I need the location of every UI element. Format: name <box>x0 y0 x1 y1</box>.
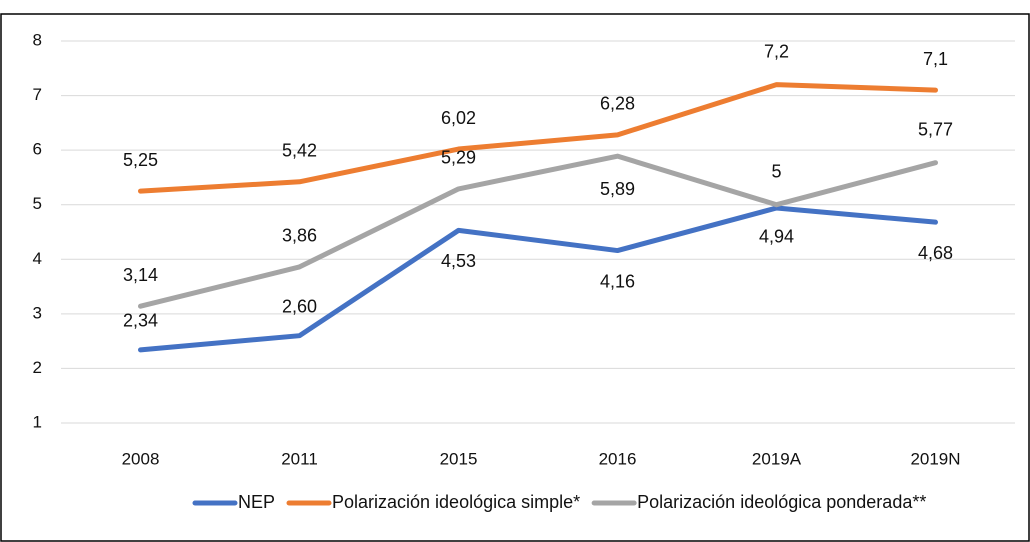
value-label: 6,02 <box>441 108 476 128</box>
y-tick-label: 3 <box>33 303 42 322</box>
x-tick-label: 2019N <box>910 449 960 468</box>
value-label: 7,2 <box>764 41 789 61</box>
value-label: 2,60 <box>282 296 317 316</box>
value-label: 2,34 <box>123 311 158 331</box>
value-label: 5,89 <box>600 179 635 199</box>
series-line <box>138 82 938 194</box>
y-tick-label: 8 <box>33 30 42 49</box>
value-label: 3,86 <box>282 226 317 246</box>
x-tick-label: 2008 <box>122 449 160 468</box>
x-tick-label: 2016 <box>599 449 637 468</box>
y-tick-label: 2 <box>33 358 42 377</box>
value-label: 6,28 <box>600 94 635 114</box>
value-label: 5 <box>771 161 781 181</box>
value-label: 4,53 <box>441 251 476 271</box>
value-label: 4,16 <box>600 271 635 291</box>
x-tick-label: 2019A <box>752 449 802 468</box>
y-tick-label: 1 <box>33 412 42 431</box>
legend-label: NEP <box>238 492 275 512</box>
value-label: 4,94 <box>759 227 794 247</box>
series-line <box>138 205 938 353</box>
x-tick-label: 2015 <box>440 449 478 468</box>
value-label: 5,29 <box>441 148 476 168</box>
y-tick-label: 7 <box>33 85 42 104</box>
value-label: 5,42 <box>282 141 317 161</box>
y-tick-label: 4 <box>33 249 42 268</box>
legend-label: Polarización ideológica ponderada** <box>637 492 926 512</box>
value-label: 5,25 <box>123 150 158 170</box>
value-label: 5,77 <box>918 119 953 139</box>
value-label: 7,1 <box>923 49 948 69</box>
value-label: 3,14 <box>123 265 158 285</box>
legend-label: Polarización ideológica simple* <box>332 492 580 512</box>
x-tick-label: 2011 <box>281 449 318 468</box>
y-tick-label: 5 <box>33 194 42 213</box>
value-label: 4,68 <box>918 243 953 263</box>
series-line <box>138 153 938 309</box>
y-tick-label: 6 <box>33 140 42 159</box>
chart-frame <box>0 13 1030 542</box>
